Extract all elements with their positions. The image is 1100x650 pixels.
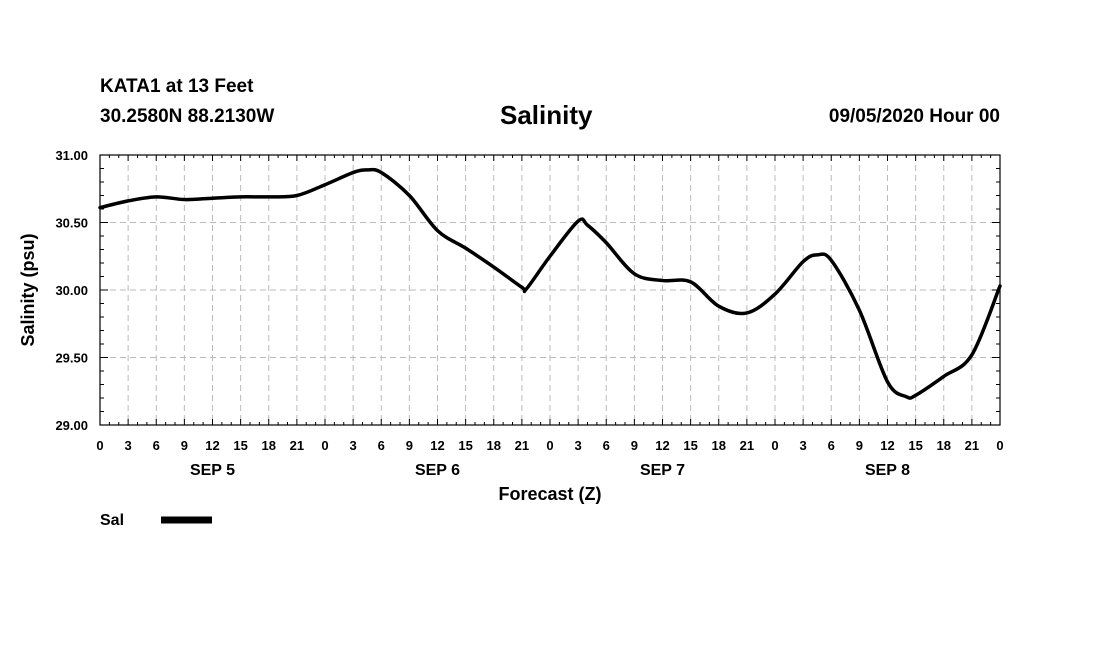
x-tick-label: 21 bbox=[965, 438, 979, 453]
x-tick-label: 15 bbox=[683, 438, 697, 453]
x-tick-label: 6 bbox=[828, 438, 835, 453]
y-axis-title: Salinity (psu) bbox=[18, 233, 38, 346]
day-label: SEP 8 bbox=[865, 462, 910, 479]
x-tick-label: 15 bbox=[233, 438, 247, 453]
x-tick-label: 21 bbox=[515, 438, 529, 453]
x-tick-label: 9 bbox=[856, 438, 863, 453]
x-tick-label: 18 bbox=[262, 438, 276, 453]
legend-label-sal: Sal bbox=[100, 512, 124, 529]
x-tick-label: 21 bbox=[290, 438, 304, 453]
forecast-date-label: 09/05/2020 Hour 00 bbox=[828, 106, 1000, 127]
x-tick-label: 0 bbox=[546, 438, 553, 453]
y-tick-label: 30.50 bbox=[55, 216, 88, 231]
y-axis-labels: 29.00 29.50 30.00 30.50 31.00 bbox=[55, 148, 88, 433]
day-labels: SEP 5 SEP 6 SEP 7 SEP 8 bbox=[190, 462, 910, 479]
chart-title: Salinity bbox=[500, 100, 593, 130]
x-tick-label: 12 bbox=[205, 438, 219, 453]
x-tick-label: 9 bbox=[181, 438, 188, 453]
x-tick-label: 6 bbox=[378, 438, 385, 453]
x-tick-label: 3 bbox=[800, 438, 807, 453]
x-tick-label: 12 bbox=[655, 438, 669, 453]
x-tick-label: 0 bbox=[321, 438, 328, 453]
x-tick-label: 12 bbox=[430, 438, 444, 453]
day-label: SEP 7 bbox=[640, 462, 685, 479]
x-tick-label: 12 bbox=[880, 438, 894, 453]
day-label: SEP 5 bbox=[190, 462, 235, 479]
y-tick-label: 29.50 bbox=[55, 351, 88, 366]
series-line-sal bbox=[98, 167, 1002, 400]
x-tick-label: 18 bbox=[487, 438, 501, 453]
x-tick-label: 9 bbox=[406, 438, 413, 453]
x-tick-label: 3 bbox=[350, 438, 357, 453]
coordinates-label: 30.2580N 88.2130W bbox=[100, 106, 275, 127]
station-label: KATA1 at 13 Feet bbox=[100, 76, 254, 97]
y-tick-label: 29.00 bbox=[55, 418, 88, 433]
x-tick-label: 3 bbox=[575, 438, 582, 453]
x-axis-labels: 0 3 6 9 12 15 18 21 0 3 6 9 12 15 18 21 0 3 6 9 12 15 18 21 0 3 6 9… bbox=[96, 438, 1003, 453]
x-tick-label: 0 bbox=[996, 438, 1003, 453]
x-tick-label: 6 bbox=[153, 438, 160, 453]
x-tick-label: 15 bbox=[908, 438, 922, 453]
x-tick-label: 9 bbox=[631, 438, 638, 453]
x-tick-label: 21 bbox=[740, 438, 754, 453]
plot-frame bbox=[99, 154, 1001, 426]
x-tick-label: 15 bbox=[458, 438, 472, 453]
y-tick-label: 31.00 bbox=[55, 148, 88, 163]
x-tick-label: 18 bbox=[712, 438, 726, 453]
x-tick-label: 6 bbox=[603, 438, 610, 453]
x-tick-label: 18 bbox=[937, 438, 951, 453]
day-label: SEP 6 bbox=[415, 462, 460, 479]
x-tick-label: 0 bbox=[96, 438, 103, 453]
x-axis-title: Forecast (Z) bbox=[498, 484, 601, 504]
x-tick-label: 0 bbox=[771, 438, 778, 453]
y-tick-label: 30.00 bbox=[55, 283, 88, 298]
x-tick-label: 3 bbox=[125, 438, 132, 453]
